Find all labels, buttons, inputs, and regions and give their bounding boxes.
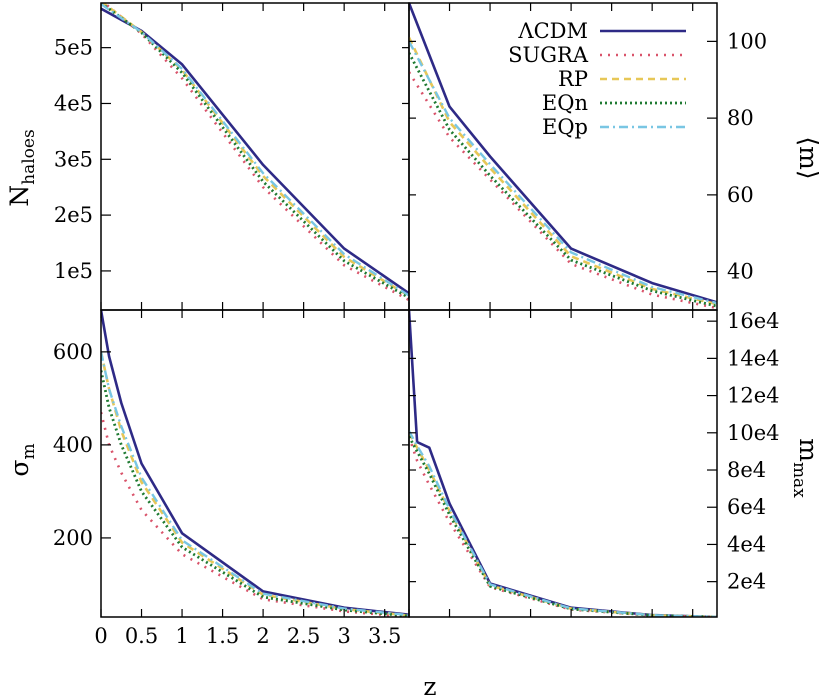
series-line-eqn-sigma_m: [101, 370, 409, 617]
y-axis-label-nhaloes: Nhaloes: [5, 129, 39, 206]
series-line-sugra-sigma_m: [101, 411, 409, 617]
legend-item-sugra: SUGRA: [508, 43, 686, 67]
series-line-eqp-nhaloes: [101, 3, 409, 297]
panel-nhaloes: 1e5 2e5 3e5 4e5 5e5 Nhaloes: [5, 2, 410, 311]
series-line-lcdm-nhaloes: [101, 7, 409, 295]
y-tick-label: 5e5: [54, 36, 93, 60]
y-tick-label: 14e4: [727, 346, 780, 370]
legend-label: EQn: [542, 91, 588, 115]
series-line-lcdm-mean_m: [409, 3, 717, 304]
panel-sigma_m: 200 400 600 0 0.5 1 1.5 2 2.5 3 3.5 σm: [5, 309, 410, 648]
legend-item-eqn: EQn: [542, 91, 686, 115]
series-line-sugra-nhaloes: [102, 3, 409, 302]
legend-item-rp: RP: [558, 67, 686, 91]
panels: 1e5 2e5 3e5 4e5 5e5 Nhaloes 40 60 80 100 ⟨m⟩ 200 400…: [5, 2, 823, 648]
legend-item-eqp: EQp: [542, 115, 686, 139]
series-group-nhaloes: [101, 3, 409, 302]
x-tick-label: 0: [94, 624, 107, 648]
y-tick-label: 100: [727, 29, 767, 53]
series-group-sigma_m: [101, 310, 409, 617]
series-line-rp-nhaloes: [101, 3, 409, 298]
legend-label: SUGRA: [508, 43, 589, 67]
y-tick-label: 40: [727, 260, 754, 284]
series-group-m_max: [409, 310, 717, 617]
y-tick-label: 16e4: [727, 309, 780, 333]
series-line-lcdm-m_max: [409, 310, 717, 617]
series-line-eqp-m_max: [409, 430, 717, 617]
series-line-eqp-mean_m: [409, 40, 717, 305]
series-line-eqn-mean_m: [409, 52, 717, 308]
series-group-mean_m: [409, 3, 717, 310]
x-tick-label: 3.5: [368, 624, 401, 648]
y-axis-label-m_max: mmax: [789, 438, 823, 498]
x-tick-label: 0.5: [125, 624, 158, 648]
y-axis-label-mean_m: ⟨m⟩: [794, 136, 823, 179]
x-tick-label: 2.5: [287, 624, 320, 648]
series-line-eqp-sigma_m: [101, 351, 409, 617]
x-tick-label: 1.5: [206, 624, 239, 648]
y-tick-label: 4e5: [54, 91, 93, 115]
y-tick-label: 10e4: [727, 421, 780, 445]
series-line-rp-sigma_m: [101, 351, 409, 617]
y-tick-label: 200: [53, 526, 93, 550]
panel-m_max: 2e4 4e4 6e4 8e4 10e4 12e4 14e4 16e4 mmax: [408, 309, 823, 618]
y-tick-label: 400: [53, 433, 93, 457]
panel-frame: [408, 309, 718, 618]
series-line-eqn-m_max: [409, 435, 717, 617]
legend-label: RP: [558, 67, 588, 91]
y-tick-label: 60: [727, 183, 754, 207]
y-tick-label: 80: [727, 106, 754, 130]
series-line-sugra-mean_m: [409, 71, 717, 310]
series-line-lcdm-sigma_m: [101, 310, 409, 616]
legend-label: ΛCDM: [517, 19, 588, 43]
y-tick-label: 12e4: [727, 384, 780, 408]
x-tick-label: 2: [256, 624, 269, 648]
series-line-eqn-nhaloes: [101, 3, 409, 299]
y-tick-label: 4e4: [727, 532, 766, 556]
y-tick-label: 8e4: [727, 458, 766, 482]
legend-item-lcdm: ΛCDM: [517, 19, 686, 43]
x-tick-label: 3: [337, 624, 350, 648]
y-tick-label: 2e4: [727, 570, 766, 594]
y-axis-label-sigma_m: σm: [5, 443, 39, 476]
panel-mean_m: 40 60 80 100 ⟨m⟩: [408, 2, 823, 311]
y-tick-label: 3e5: [54, 147, 93, 171]
y-tick-label: 1e5: [54, 259, 93, 283]
series-line-rp-mean_m: [409, 36, 717, 306]
y-tick-label: 2e5: [54, 203, 93, 227]
y-tick-label: 6e4: [727, 495, 766, 519]
x-axis-label: z: [423, 672, 436, 698]
panel-frame: [100, 309, 410, 618]
x-tick-label: 1: [175, 624, 188, 648]
series-line-rp-m_max: [409, 432, 717, 617]
y-tick-label: 600: [53, 340, 93, 364]
legend-label: EQp: [542, 115, 588, 139]
